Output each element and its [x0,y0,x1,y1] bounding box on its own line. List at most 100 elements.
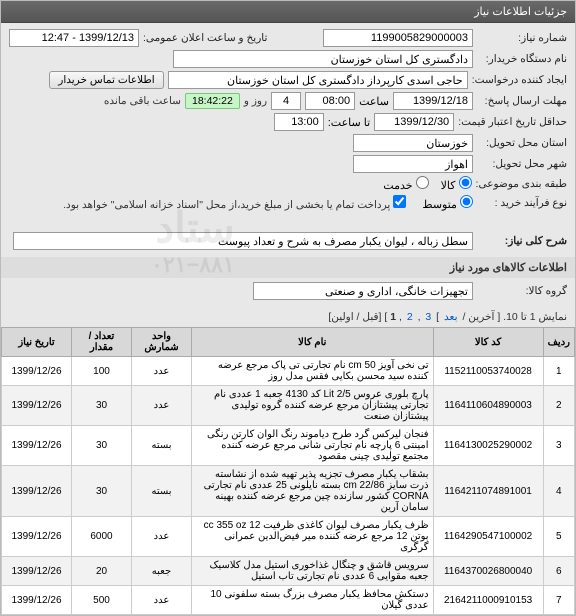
table-cell: 30 [72,386,132,426]
size-note-text: پرداخت تمام یا بخشی از مبلغ خرید،از محل … [63,199,390,211]
col-date: تاریخ نیاز [2,328,72,357]
contact-button[interactable]: اطلاعات تماس خریدار [49,71,163,89]
pager-next[interactable]: بعد [444,311,458,323]
table-cell: سرویس قاشق و چنگال غذاخوری استیل مدل کلا… [192,557,434,586]
table-cell: 20 [72,557,132,586]
buyer-input[interactable] [173,50,473,68]
table-cell: 1399/12/26 [2,466,72,517]
buyer-label: نام دستگاه خریدار: [477,53,567,65]
table-cell: 100 [72,357,132,386]
need-no-input[interactable] [323,29,473,47]
table-cell: ظرف یکبار مصرف لیوان کاغذی ظرفیت cc 355 … [192,517,434,557]
table-row[interactable]: 72164211000910153دستکش محافظ یکبار مصرف … [2,586,575,615]
pager-3[interactable]: 3 [425,311,431,323]
pager-2[interactable]: 2 [407,311,413,323]
group-label: گروه کالا: [477,285,567,297]
deadline-label: مهلت ارسال پاسخ: [477,95,567,107]
table-cell: 5 [543,517,574,557]
size-note-option[interactable]: پرداخت تمام یا بخشی از مبلغ خرید،از محل … [63,195,406,211]
hour-label: ساعت [359,95,389,108]
province-label: استان محل تحویل: [477,137,567,149]
table-cell: 3 [543,426,574,466]
validity-time-input[interactable] [274,113,324,131]
items-header: اطلاعات کالاهای مورد نیاز [1,257,575,278]
table-cell: 1164110604890003 [433,386,543,426]
table-cell: 6 [543,557,574,586]
table-cell: 1164370026800040 [433,557,543,586]
table-cell: پارچ بلوری عروس Lit 2/5 کد 4130 جعبه 1 ع… [192,386,434,426]
table-cell: بسته [132,466,192,517]
pager-1: 1 [390,311,396,323]
budget-service-radio[interactable] [416,176,429,189]
summary-input[interactable] [13,232,473,250]
deadline-date-input[interactable] [393,92,473,110]
budget-goods-option[interactable]: کالا [441,176,472,192]
size-med-radio[interactable] [460,195,473,208]
size-med-text: متوسط [422,199,457,211]
table-row[interactable]: 51164290547100002ظرف یکبار مصرف لیوان کا… [2,517,575,557]
items-table: ردیف کد کالا نام کالا واحد شمارش تعداد /… [1,327,575,615]
table-row[interactable]: 11152110053740028تی نخی آویز cm 50 نام ت… [2,357,575,386]
table-cell: 1164211074891001 [433,466,543,517]
deadline-time-input[interactable] [305,92,355,110]
panel-header: جزئیات اطلاعات نیاز [1,1,575,23]
table-row[interactable]: 61164370026800040سرویس قاشق و چنگال غذاخ… [2,557,575,586]
table-cell: 1399/12/26 [2,517,72,557]
table-cell: 1399/12/26 [2,426,72,466]
pager: نمایش 1 تا 10. [ آخرین / بعد ] 3 , 2 , 1… [1,307,575,327]
table-cell: 1399/12/26 [2,586,72,615]
table-cell: عدد [132,357,192,386]
size-note-check[interactable] [393,195,406,208]
table-cell: 30 [72,426,132,466]
summary-label: شرح کلی نیاز: [477,235,567,247]
city-input[interactable] [353,155,473,173]
table-cell: 1164290547100002 [433,517,543,557]
pager-prefix: نمایش 1 تا 10. [ آخرین / [462,311,567,323]
table-cell: 1152110053740028 [433,357,543,386]
announce-input[interactable] [9,29,139,47]
pager-suffix: ] [قبل / اولین] [328,311,387,323]
table-cell: 1399/12/26 [2,557,72,586]
budget-label: طبقه بندی موضوعی: [476,178,567,190]
table-cell: 6000 [72,517,132,557]
remain-text: ساعت باقی مانده [104,95,181,107]
table-cell: 2164211000910153 [433,586,543,615]
table-cell: 30 [72,466,132,517]
budget-service-text: خدمت [383,180,412,192]
table-cell: عدد [132,586,192,615]
table-cell: 2 [543,386,574,426]
table-row[interactable]: 31164130025290002فنجان لیرکس گرد طرح دیا… [2,426,575,466]
validity-date-input[interactable] [374,113,454,131]
creator-label: ایجاد کننده درخواست: [472,74,567,86]
table-cell: 500 [72,586,132,615]
table-row[interactable]: 21164110604890003پارچ بلوری عروس Lit 2/5… [2,386,575,426]
table-cell: فنجان لیرکس گرد طرح دیاموند رنگ الوان کا… [192,426,434,466]
validity-hour-label: تا ساعت: [328,116,370,129]
table-cell: 1399/12/26 [2,386,72,426]
days-text: روز و [244,95,267,107]
table-cell: دستکش محافظ یکبار مصرف بزرگ بسته سلفونی … [192,586,434,615]
budget-goods-radio[interactable] [459,176,472,189]
col-qty: تعداد / مقدار [72,328,132,357]
budget-radio-group: کالا خدمت [383,176,471,192]
table-cell: جعبه [132,557,192,586]
col-unit: واحد شمارش [132,328,192,357]
col-idx: ردیف [543,328,574,357]
creator-input[interactable] [168,71,468,89]
budget-service-option[interactable]: خدمت [383,176,428,192]
table-cell: 7 [543,586,574,615]
announce-label: تاریخ و ساعت اعلان عمومی: [143,32,267,44]
time-left-badge: 18:42:22 [185,93,240,109]
city-label: شهر محل تحویل: [477,158,567,170]
table-cell: بشقاب یکبار مصرف تجزیه پذیر تهیه شده از … [192,466,434,517]
days-left-input[interactable] [271,92,301,110]
table-row[interactable]: 41164211074891001بشقاب یکبار مصرف تجزیه … [2,466,575,517]
panel-title: جزئیات اطلاعات نیاز [474,6,567,18]
group-input[interactable] [253,282,473,300]
validity-label: حداقل تاریخ اعتبار قیمت: [458,116,567,128]
size-label: نوع فرآیند خرید : [477,197,567,209]
table-cell: بسته [132,426,192,466]
size-med-option[interactable]: متوسط [422,195,473,211]
table-header-row: ردیف کد کالا نام کالا واحد شمارش تعداد /… [2,328,575,357]
province-input[interactable] [353,134,473,152]
